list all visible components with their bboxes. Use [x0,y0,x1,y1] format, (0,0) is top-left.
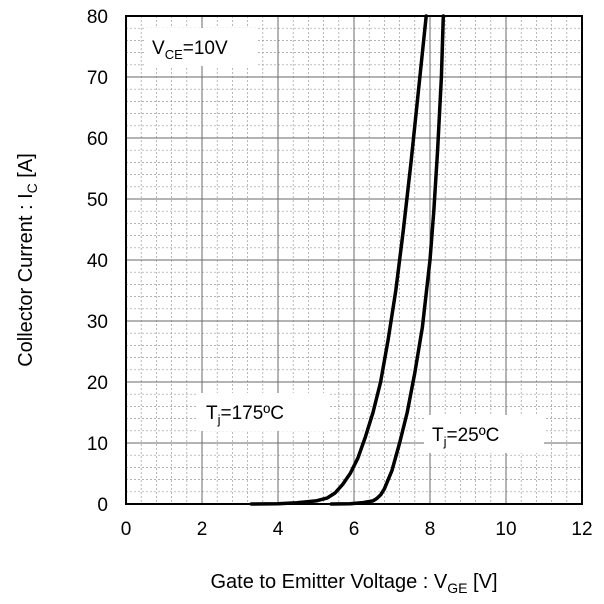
axis-title-unit: [V] [468,571,498,593]
x-tick-label: 10 [495,519,516,540]
series-layer [249,14,446,506]
x-tick-label: 8 [425,519,436,540]
annotation-main: T [206,403,218,424]
annotation-box [424,415,544,453]
y-axis-title: Collector Current : IC [A] [15,153,40,367]
axis-title-main: Collector Current : I [15,193,37,366]
annotation-text: Tj=175ºC [206,403,284,427]
series-line-tj-25 [329,14,446,506]
axis-title-main: Gate to Emitter Voltage : V [210,571,447,593]
y-tick-label: 70 [87,68,108,89]
y-tick-label: 50 [87,190,108,211]
axis-title-subscript: GE [447,580,467,596]
tj-175-annotation: Tj=175ºC [198,393,328,431]
annotation-subscript: j [217,412,221,427]
x-tick-labels: 0 2 4 6 8 10 12 [121,519,593,540]
tj-25-annotation: Tj=25ºC [424,415,544,453]
annotation-subscript: CE [165,47,183,62]
y-tick-label: 20 [87,373,108,394]
annotation-text: VCE=10V [152,38,228,62]
y-tick-label: 30 [87,312,108,333]
annotation-box [198,393,328,431]
plot-frame [125,15,583,505]
x-axis-title: Gate to Emitter Voltage : VGE [V] [210,571,497,596]
axis-title-subscript: C [24,183,40,193]
annotation-main: T [432,425,444,446]
y-tick-label: 0 [97,495,108,516]
annotation-subscript: j [443,434,447,449]
annotation-box [144,28,256,66]
annotation-text: Tj=25ºC [432,425,499,449]
annotation-tail: =25ºC [447,425,500,446]
y-tick-label: 80 [87,7,108,28]
axis-title-unit: [A] [15,153,37,183]
x-tick-label: 2 [197,519,208,540]
y-tick-labels: 0 10 20 30 40 50 60 70 80 [87,7,108,516]
annotation-tail: =175ºC [221,403,284,424]
y-tick-label: 10 [87,434,108,455]
series-line-tj-175 [249,14,428,506]
x-tick-label: 0 [121,519,132,540]
y-tick-label: 40 [87,251,108,272]
x-tick-label: 4 [273,519,284,540]
annotation-tail: =10V [183,38,228,59]
x-tick-label: 12 [571,519,592,540]
vce-annotation: VCE=10V [144,28,256,66]
annotation-main: V [152,38,165,59]
x-tick-label: 6 [349,519,360,540]
y-tick-label: 60 [87,129,108,150]
